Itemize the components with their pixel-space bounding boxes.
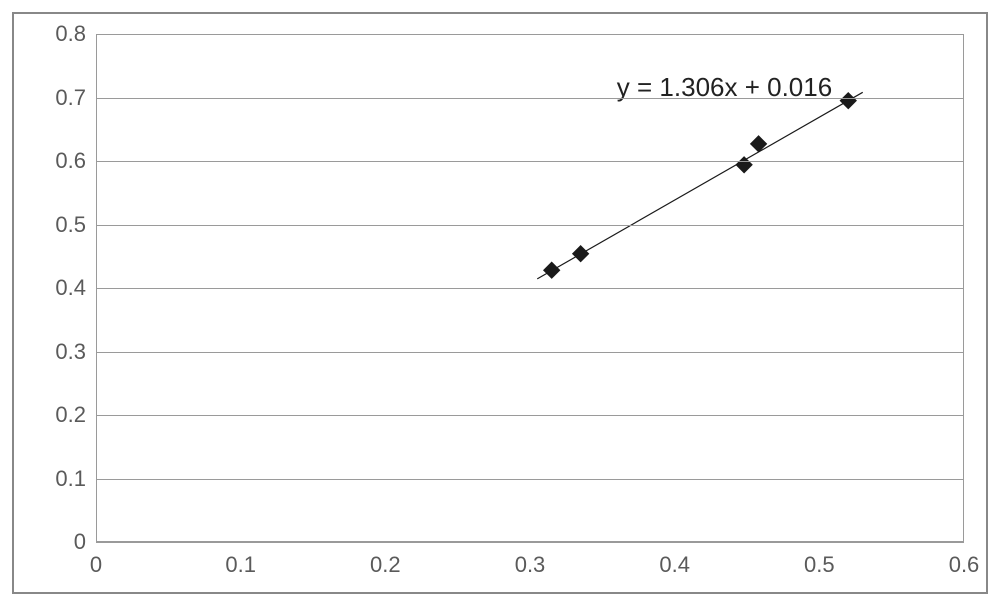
y-tick-label: 0.7 <box>36 85 86 111</box>
gridline-horizontal <box>96 542 964 543</box>
y-tick-label: 0.8 <box>36 21 86 47</box>
x-tick-label: 0.3 <box>515 552 546 578</box>
chart-canvas: y = 1.306x + 0.016 0 0.1 0.2 0.3 0.4 0.5 0.6 0.… <box>0 0 1000 606</box>
x-tick-label: 0 <box>90 552 102 578</box>
y-tick-label: 0.3 <box>36 339 86 365</box>
x-tick-label: 0.1 <box>225 552 256 578</box>
gridline-horizontal <box>96 415 964 416</box>
x-tick-label: 0.5 <box>804 552 835 578</box>
plot-area: y = 1.306x + 0.016 <box>96 34 964 542</box>
data-point <box>573 246 589 262</box>
y-tick-label: 0 <box>36 529 86 555</box>
x-tick-label: 0.4 <box>659 552 690 578</box>
gridline-horizontal <box>96 225 964 226</box>
gridline-horizontal <box>96 479 964 480</box>
data-point <box>736 157 752 173</box>
data-point <box>840 93 856 109</box>
chart-border: y = 1.306x + 0.016 0 0.1 0.2 0.3 0.4 0.5 0.6 0.… <box>12 12 988 594</box>
y-tick-label: 0.1 <box>36 466 86 492</box>
y-tick-label: 0.2 <box>36 402 86 428</box>
gridline-horizontal <box>96 161 964 162</box>
x-tick-label: 0.2 <box>370 552 401 578</box>
data-point <box>544 262 560 278</box>
y-tick-label: 0.6 <box>36 148 86 174</box>
y-tick-label: 0.5 <box>36 212 86 238</box>
gridline-horizontal <box>96 34 964 35</box>
y-tick-label: 0.4 <box>36 275 86 301</box>
gridline-horizontal <box>96 98 964 99</box>
gridline-horizontal <box>96 352 964 353</box>
gridline-horizontal <box>96 288 964 289</box>
x-tick-label: 0.6 <box>949 552 980 578</box>
